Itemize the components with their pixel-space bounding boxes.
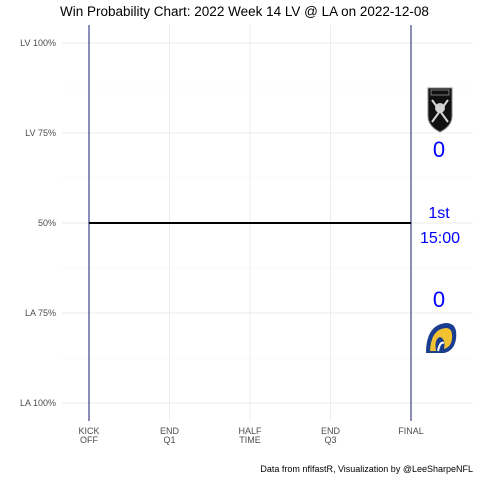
x-tick-label: END Q3 [321, 426, 341, 445]
raiders-shield-logo [427, 87, 453, 133]
x-tick-label: END Q1 [160, 426, 180, 445]
chart-caption: Data from nflfastR, Visualization by @Le… [260, 464, 473, 474]
rams-horn-logo [426, 323, 457, 353]
y-axis-ticks: LV 100% LV 75% 50% LA 75% LA 100% [20, 38, 56, 408]
x-axis-ticks: KICK OFF END Q1 HALF TIME END Q3 FINAL [78, 426, 423, 445]
away-score: 0 [433, 137, 445, 162]
game-quarter: 1st [428, 205, 450, 222]
y-tick-label: LA 100% [20, 398, 56, 408]
x-tick-label: HALF TIME [238, 426, 262, 445]
chart-title: Win Probability Chart: 2022 Week 14 LV @… [60, 4, 429, 19]
y-tick-label: LA 75% [25, 308, 56, 318]
home-score: 0 [433, 287, 445, 312]
y-tick-label: LV 75% [25, 128, 56, 138]
game-clock-time: 15:00 [420, 230, 460, 247]
y-tick-label: LV 100% [20, 38, 56, 48]
x-tick-label: FINAL [398, 426, 424, 436]
y-tick-label: 50% [38, 218, 56, 228]
x-tick-label: KICK OFF [78, 426, 99, 445]
